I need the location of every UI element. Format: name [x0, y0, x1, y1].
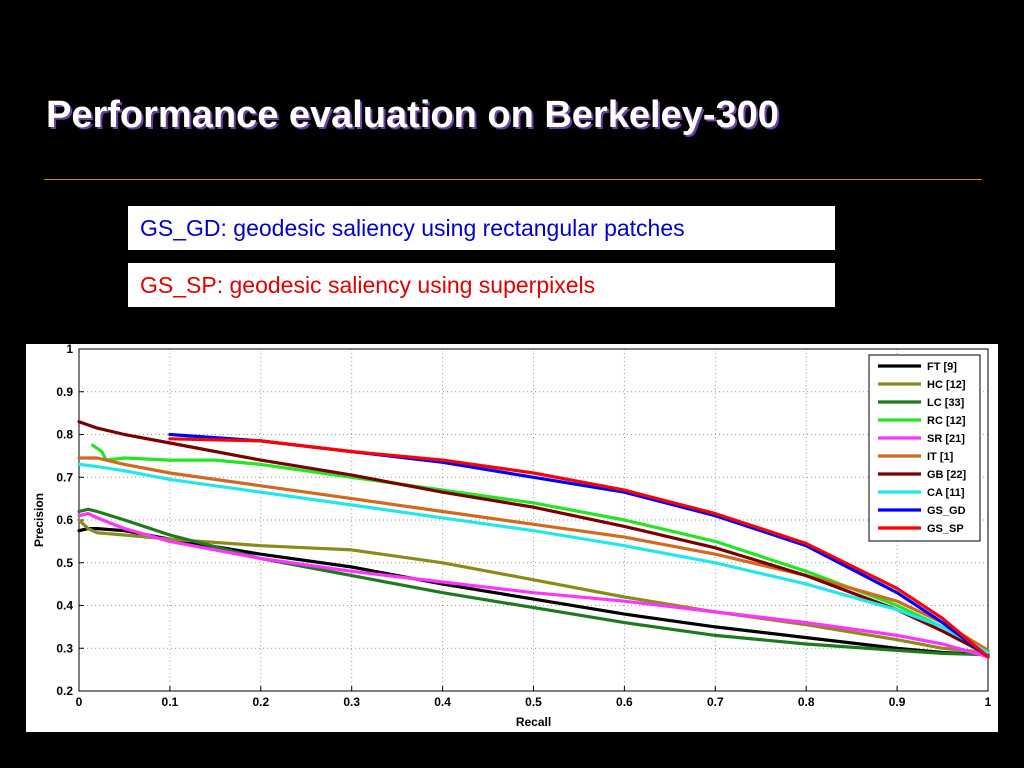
series-line-ft-9: [77, 527, 990, 657]
y-tick-label: 0.3: [56, 641, 73, 655]
series-line-hc-12: [77, 518, 990, 655]
x-tick-label: 0.7: [707, 695, 724, 709]
series-line-ca-11: [77, 462, 990, 655]
y-tick-label: 0.8: [56, 428, 73, 442]
legend-label-gb-22: GB [22]: [927, 469, 966, 481]
legend-label-sr-21: SR [21]: [927, 433, 965, 445]
legend-label-hc-12: HC [12]: [927, 379, 966, 391]
x-tick-label: 0.6: [616, 695, 633, 709]
legend-box: [868, 354, 981, 542]
legend-label-rc-12: RC [12]: [927, 415, 966, 427]
slide-title: Performance evaluation on Berkeley-300: [46, 94, 779, 136]
title-divider: [44, 179, 982, 180]
x-tick-label: 1: [985, 695, 992, 709]
x-tick-label: 0.4: [434, 695, 451, 709]
legend-label-lc-33: LC [33]: [927, 397, 965, 409]
y-axis-label: Precision: [32, 493, 46, 547]
legend-label-gs-sp: GS_SP: [927, 523, 964, 535]
series-line-gb-22: [77, 420, 990, 657]
definition-gs-gd-text: GS_GD: geodesic saliency using rectangul…: [140, 215, 685, 241]
definition-gs-sp-text: GS_SP: geodesic saliency using superpixe…: [140, 272, 596, 298]
y-tick-label: 0.2: [56, 684, 73, 698]
definition-gs-sp: GS_SP: geodesic saliency using superpixe…: [128, 263, 835, 307]
series-line-lc-33: [77, 507, 990, 657]
x-tick-label: 0: [76, 695, 83, 709]
legend-label-ca-11: CA [11]: [927, 487, 965, 499]
x-tick-label: 0.8: [798, 695, 815, 709]
x-tick-label: 0.2: [252, 695, 269, 709]
series-line-sr-21: [77, 512, 990, 659]
y-tick-label: 0.5: [56, 556, 73, 570]
y-tick-label: 0.6: [56, 513, 73, 527]
series-line-it-1: [77, 456, 990, 652]
definition-gs-gd: GS_GD: geodesic saliency using rectangul…: [128, 206, 835, 250]
x-tick-label: 0.3: [343, 695, 360, 709]
x-tick-label: 0.1: [162, 695, 179, 709]
x-tick-label: 0.9: [889, 695, 906, 709]
x-axis-label: Recall: [516, 715, 551, 729]
x-tick-label: 0.5: [525, 695, 542, 709]
y-tick-label: 0.4: [56, 599, 73, 613]
precision-recall-chart: 0 0.1 0.2 0.3 0.4 0.5 0.6 0.7 0.8 0.9 1 0.2 0.3 0.4 0.…: [26, 344, 998, 732]
legend-label-ft-9: FT [9]: [927, 361, 957, 373]
y-tick-label: 0.9: [56, 385, 73, 399]
y-tick-label: 0.7: [56, 470, 73, 484]
legend-label-gs-gd: GS_GD: [927, 505, 966, 517]
legend-label-it-1: IT [1]: [927, 451, 954, 463]
chart-svg: 0 0.1 0.2 0.3 0.4 0.5 0.6 0.7 0.8 0.9 1 0.2 0.3 0.4 0.…: [32, 344, 992, 729]
series-line-gs-sp: [168, 437, 990, 659]
y-tick-label: 1: [66, 344, 73, 356]
